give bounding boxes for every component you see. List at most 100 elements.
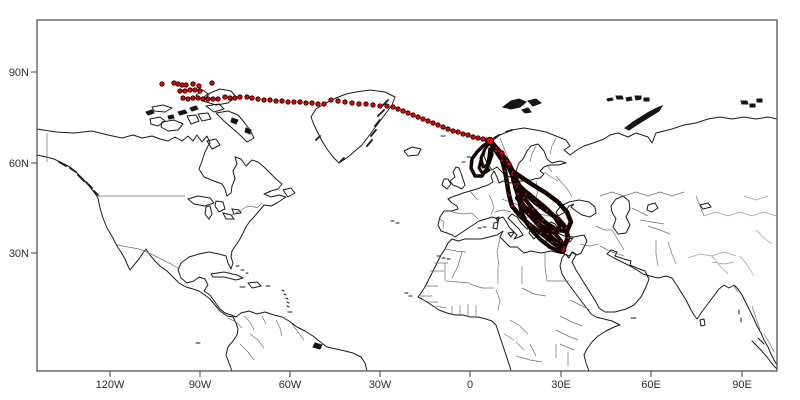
track-point (190, 95, 196, 101)
track-point (445, 126, 451, 132)
track-point (499, 150, 505, 156)
track-point (425, 118, 431, 124)
track-point (197, 88, 203, 94)
track-point (384, 103, 390, 109)
trajectory-path (508, 167, 574, 234)
trajectory-red-point (520, 202, 524, 206)
trajectory-red-point (503, 169, 507, 173)
track-point (297, 99, 303, 105)
track-point (390, 104, 396, 110)
track-point (177, 88, 183, 94)
track-point (255, 96, 261, 102)
trajectory-red-point (510, 204, 514, 208)
track-point (321, 101, 327, 107)
track-point (410, 112, 416, 118)
trajectory-red-point (531, 207, 535, 211)
track-point (192, 87, 198, 93)
trajectory-red-point (497, 149, 501, 153)
track-point (273, 98, 279, 104)
x-tick-label: 90W (189, 379, 212, 391)
track-point (435, 122, 441, 128)
trajectory-red-point (516, 182, 520, 186)
track-point (400, 108, 406, 114)
track-point (180, 95, 186, 101)
x-tick-label: 60E (641, 379, 661, 391)
track-point (285, 99, 291, 105)
track-point (475, 135, 481, 141)
track-point (328, 97, 334, 103)
trajectory-path (488, 141, 566, 253)
trajectory-red-point (511, 170, 515, 174)
y-tick-label: 60N (9, 158, 29, 170)
track-point (261, 97, 267, 103)
x-tick-label: 30E (551, 379, 571, 391)
y-tick-label: 90N (9, 67, 29, 79)
track-point (182, 88, 188, 94)
trajectory-red-point (551, 229, 555, 233)
track-point (377, 103, 383, 109)
red-track-layer (159, 80, 512, 167)
track-point (205, 96, 211, 102)
trajectory-red-point (534, 201, 538, 205)
track-point (309, 100, 315, 106)
track-point (232, 95, 238, 101)
track-point (195, 95, 201, 101)
track-point (470, 134, 476, 140)
y-axis-ticks: 90N 60N 30N (9, 67, 37, 260)
trajectory-red-point (524, 192, 528, 196)
trajectory-red-point (564, 226, 568, 230)
track-point (460, 131, 466, 137)
track-point (249, 95, 255, 101)
trajectory-red-point (528, 223, 532, 227)
track-point (455, 129, 461, 135)
trajectory-red-point (536, 222, 540, 226)
trajectory-red-point (555, 241, 559, 245)
x-tick-label: 120W (96, 379, 125, 391)
track-point (465, 132, 471, 138)
trajectory-red-point (546, 232, 550, 236)
track-point (315, 101, 321, 107)
track-start-point (485, 136, 495, 146)
track-point (450, 128, 456, 134)
trajectory-red-point (566, 236, 570, 240)
track-point (335, 98, 341, 104)
track-point (440, 124, 446, 130)
track-point (303, 100, 309, 106)
trajectory-red-point (541, 218, 545, 222)
trajectory-path (513, 185, 565, 254)
track-point (415, 114, 421, 120)
trajectory-red-point (516, 192, 520, 196)
trajectory-red-point (505, 159, 509, 163)
track-point (395, 106, 401, 112)
track-point (349, 100, 355, 106)
trajectory-path (477, 158, 491, 176)
track-point (196, 83, 202, 89)
trajectory-red-point (507, 193, 511, 197)
trajectory-red-point (500, 158, 504, 162)
track-point (187, 87, 193, 93)
country-borders-layer (46, 133, 777, 366)
trajectory-red-point (522, 196, 526, 200)
track-point (185, 96, 191, 102)
plot-frame (36, 19, 778, 372)
trajectory-red-point (562, 247, 566, 251)
trajectory-path (479, 140, 494, 169)
trajectory-red-point (518, 214, 522, 218)
trajectory-red-point (494, 149, 498, 153)
trajectory-red-point (513, 182, 517, 186)
track-point (227, 95, 233, 101)
trajectory-red-point (494, 146, 498, 150)
track-point (291, 99, 297, 105)
track-point (506, 161, 512, 167)
track-point (267, 97, 273, 103)
x-tick-label: 90E (732, 379, 752, 391)
track-point (279, 98, 285, 104)
y-tick-label: 30N (9, 248, 29, 260)
track-point (405, 110, 411, 116)
track-point (342, 99, 348, 105)
trajectory-red-point (550, 240, 554, 244)
track-point (215, 96, 221, 102)
x-axis-ticks: 120W 90W 60W 30W 0 30E 60E 90E (96, 371, 752, 391)
track-point (200, 96, 206, 102)
